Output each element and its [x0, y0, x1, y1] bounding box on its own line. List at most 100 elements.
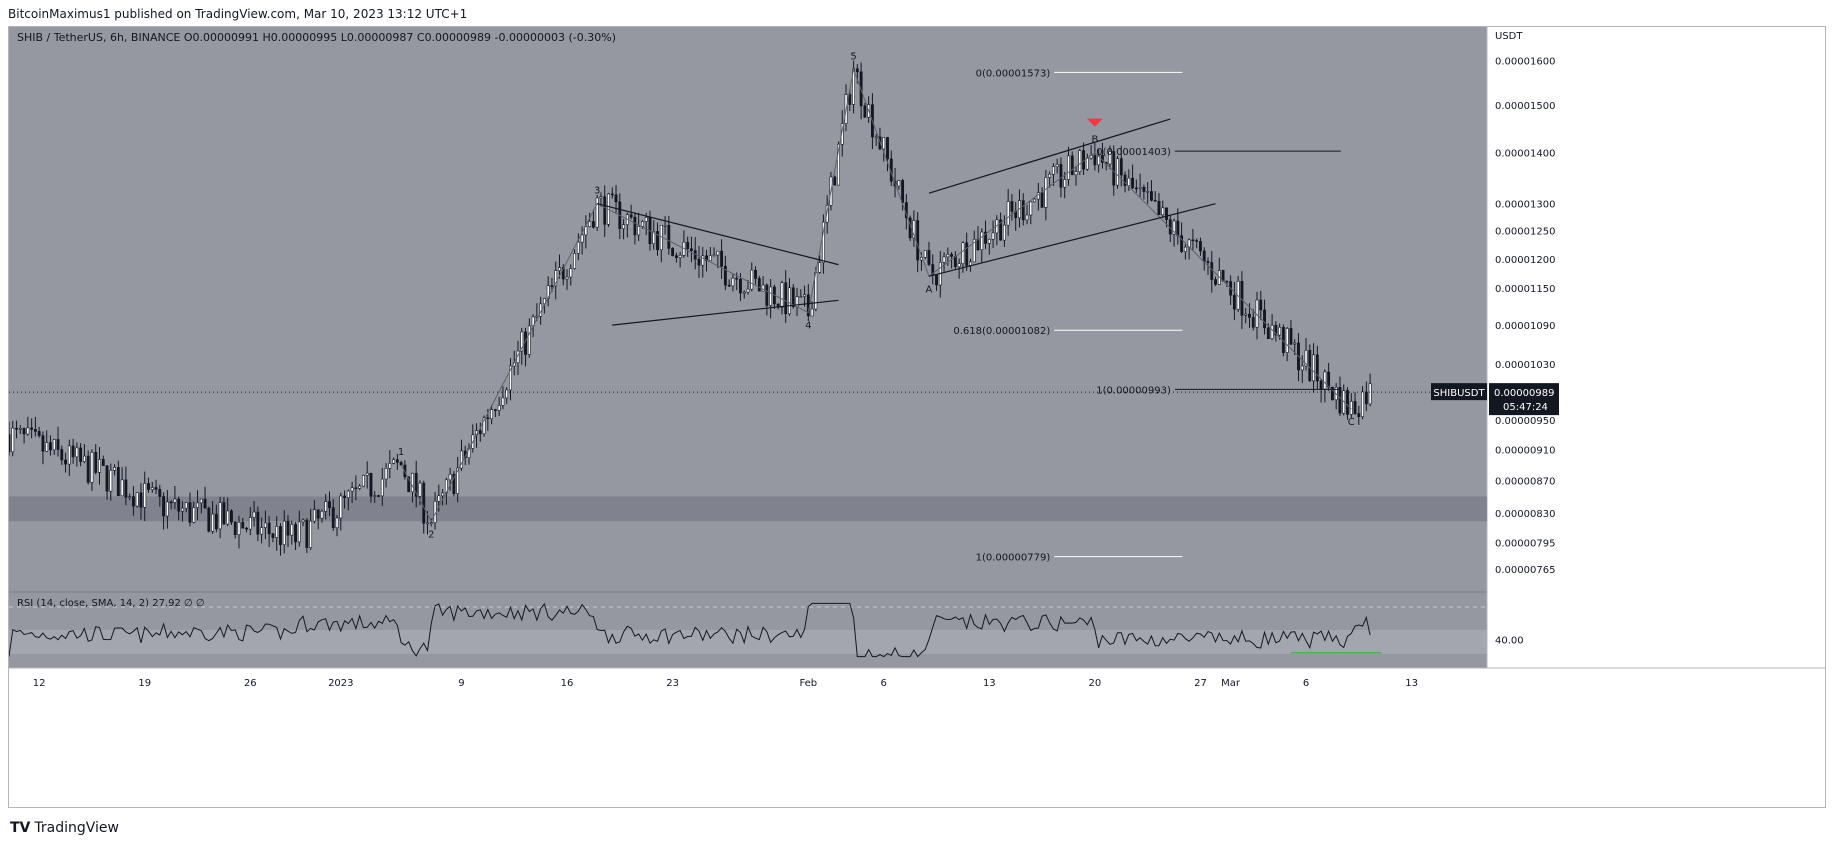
candle-body: [1123, 174, 1127, 186]
candle-body: [1323, 371, 1327, 390]
candle-body: [629, 214, 633, 218]
candle-body: [486, 417, 490, 420]
time-tick-label: 20: [1089, 678, 1102, 689]
candle-body: [1346, 390, 1349, 415]
candle-body: [886, 137, 889, 160]
publisher-text: BitcoinMaximus1 published on TradingView…: [8, 7, 468, 21]
candle-body: [320, 510, 324, 519]
ohlc-legend: SHIB / TetherUS, 6h, BINANCE O0.00000991…: [17, 31, 616, 44]
candle-body: [603, 196, 607, 225]
candle-body: [1021, 200, 1025, 221]
candle-body: [1093, 155, 1097, 166]
triangle-lower-line: [612, 299, 839, 326]
candle-body: [735, 277, 739, 280]
candle-body: [245, 527, 248, 530]
time-tick-label: 16: [561, 678, 574, 689]
candle-body: [207, 507, 211, 532]
candle-body: [1131, 177, 1135, 189]
candle-body: [203, 498, 207, 509]
candle-body: [162, 496, 166, 517]
candle-body: [1033, 198, 1036, 203]
candle-body: [395, 459, 399, 463]
candle-body: [331, 507, 335, 529]
wave-label-1: 1: [398, 447, 404, 458]
candle-body: [460, 450, 463, 469]
price-tick-label: 0.00000830: [1495, 509, 1555, 520]
candle-body: [1153, 200, 1157, 202]
tradingview-logo[interactable]: TV TradingView: [10, 820, 119, 836]
candle-body: [991, 232, 995, 240]
candle-body: [82, 455, 86, 462]
candle-body: [354, 487, 358, 490]
candle-body: [656, 231, 659, 251]
candle-body: [86, 455, 90, 483]
candle-body: [328, 501, 331, 508]
candle-body: [52, 439, 56, 451]
candle-body: [803, 294, 806, 297]
candle-body: [41, 435, 45, 452]
symbol-tag-bg: [1431, 383, 1487, 401]
candle-body: [1070, 155, 1074, 176]
candle-body: [1319, 380, 1323, 390]
candle-body: [576, 241, 580, 254]
candle-body: [1202, 250, 1206, 262]
wave-label-B: B: [1091, 135, 1098, 146]
candle-body: [1327, 371, 1331, 388]
candle-body: [414, 472, 418, 497]
candle-body: [554, 270, 558, 287]
candle-body: [37, 431, 41, 436]
triangle-upper-line: [597, 203, 839, 266]
candle-body: [1150, 191, 1153, 201]
candle-body: [927, 250, 931, 265]
candle-body: [188, 502, 192, 523]
candle-body: [972, 238, 976, 263]
candle-body: [1127, 177, 1131, 186]
candle-body: [663, 224, 667, 227]
candle-body: [350, 487, 354, 492]
candle-body: [833, 176, 837, 186]
time-tick-label: Mar: [1221, 678, 1241, 689]
candle-body: [1278, 326, 1282, 336]
candle-body: [769, 286, 773, 306]
candle-body: [33, 429, 37, 432]
candle-body: [1010, 201, 1014, 212]
candle-body: [727, 284, 731, 287]
candle-body: [361, 475, 365, 487]
candle-body: [999, 219, 1003, 241]
candle-body: [901, 180, 905, 203]
price-tick-label: 0.00000910: [1495, 445, 1555, 456]
candle-body: [1029, 201, 1033, 216]
candle-body: [855, 68, 859, 73]
candle-body: [1263, 309, 1266, 329]
candle-body: [1364, 391, 1368, 405]
candle-body: [407, 476, 411, 493]
candle-body: [105, 465, 109, 492]
candle-body: [652, 231, 656, 245]
candle-body: [640, 221, 644, 227]
chart-canvas[interactable]: 12345ABC0(0.00001573)0(0.00001403)0.618(…: [9, 27, 1825, 807]
candle-body: [712, 254, 716, 257]
price-tick-label: 0.00001400: [1495, 149, 1555, 160]
candle-body: [863, 105, 867, 118]
price-axis-currency: USDT: [1495, 31, 1523, 42]
candle-body: [1002, 224, 1006, 241]
candle-body: [723, 265, 727, 286]
candle-body: [101, 459, 105, 466]
candle-body: [233, 521, 237, 535]
time-tick-label: 19: [138, 678, 151, 689]
fib-label-4: 1(0.00000779): [976, 553, 1051, 564]
candle-body: [671, 248, 675, 256]
candle-body: [256, 511, 260, 535]
candle-body: [505, 389, 509, 399]
candle-body: [297, 521, 301, 543]
candle-body: [1180, 235, 1184, 252]
time-tick-label: Feb: [799, 678, 817, 689]
candle-body: [980, 231, 984, 251]
candle-body: [346, 490, 350, 498]
time-tick-label: 23: [666, 678, 679, 689]
candle-body: [411, 472, 414, 493]
candle-body: [509, 365, 512, 391]
candle-body: [1112, 151, 1116, 186]
candle-body: [1330, 386, 1334, 401]
candle-body: [874, 136, 878, 139]
